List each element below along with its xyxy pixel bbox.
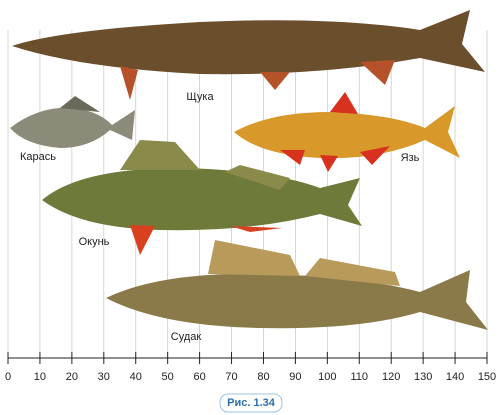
caption-box [219, 393, 283, 413]
fish-label: Язь [401, 152, 420, 164]
tick-label: 20 [66, 371, 78, 383]
tick-label: 90 [289, 371, 301, 383]
tick-label: 80 [257, 371, 269, 383]
perch [42, 168, 362, 231]
tick-label: 140 [446, 371, 464, 383]
tick-label: 100 [318, 371, 336, 383]
pike-fins [120, 60, 395, 100]
crucian [10, 107, 135, 148]
fish-label: Карась [20, 151, 56, 163]
tick-label: 30 [98, 371, 110, 383]
pike [12, 10, 485, 75]
fish-label: Щука [186, 91, 214, 103]
ide-fins [280, 92, 390, 172]
tick-label: 110 [350, 371, 368, 383]
crucian-fin [60, 96, 100, 112]
tick-label: 70 [225, 371, 237, 383]
fish-drawings [10, 10, 488, 330]
tick-label: 120 [382, 371, 400, 383]
caption: Рис. 1.34 [227, 397, 276, 409]
zander [106, 270, 488, 330]
tick-label: 0 [5, 371, 11, 383]
ide [234, 106, 460, 159]
tick-label: 150 [478, 371, 496, 383]
perch-fins [130, 225, 282, 255]
fish-label: Окунь [79, 236, 110, 248]
perch-dorsal [120, 140, 290, 190]
tick-label: 60 [193, 371, 205, 383]
zander-dorsal [208, 240, 400, 286]
tick-label: 130 [414, 371, 432, 383]
tick-label: 40 [130, 371, 142, 383]
tick-label: 10 [34, 371, 46, 383]
tick-label: 50 [162, 371, 174, 383]
fish-label: Судак [171, 331, 202, 343]
